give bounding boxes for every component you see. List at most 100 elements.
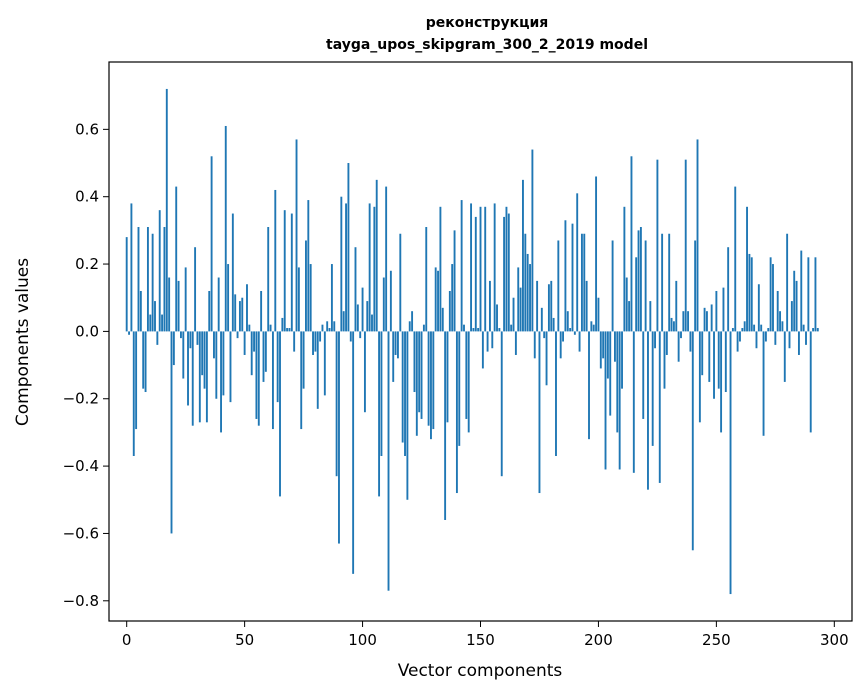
- bar: [576, 193, 579, 332]
- bar: [338, 331, 340, 544]
- bar: [637, 230, 640, 332]
- bar: [161, 314, 164, 332]
- bar: [368, 203, 371, 332]
- bar: [590, 321, 593, 332]
- bar: [555, 331, 557, 456]
- bar: [774, 331, 777, 345]
- bar: [722, 287, 725, 332]
- bar: [437, 270, 439, 332]
- bar: [628, 301, 631, 332]
- bar: [236, 331, 239, 339]
- bar: [698, 331, 701, 423]
- bar: [139, 290, 142, 332]
- bar: [149, 314, 152, 332]
- bar: [750, 257, 753, 332]
- bar: [328, 328, 331, 332]
- bar: [290, 213, 293, 332]
- bar: [375, 179, 378, 332]
- bar: [717, 331, 720, 389]
- bar: [731, 328, 734, 332]
- bar: [687, 311, 690, 332]
- bar: [448, 290, 451, 332]
- bar: [422, 324, 425, 332]
- bar: [210, 156, 213, 332]
- bar: [588, 331, 590, 440]
- bar: [215, 331, 218, 399]
- bar: [363, 331, 366, 413]
- bar: [203, 331, 206, 389]
- bar: [606, 331, 609, 379]
- bar: [616, 331, 619, 433]
- bar: [705, 311, 708, 332]
- bar: [470, 203, 473, 332]
- bar: [463, 324, 465, 332]
- bar: [135, 331, 138, 430]
- bar: [498, 328, 501, 332]
- y-tick-label: −0.6: [63, 524, 99, 542]
- bar: [255, 331, 258, 419]
- bar: [406, 331, 409, 500]
- bar: [198, 331, 201, 423]
- bar: [172, 331, 175, 366]
- bar: [444, 331, 447, 520]
- bar: [307, 200, 310, 332]
- bar: [656, 159, 659, 332]
- bar: [415, 331, 418, 436]
- bar: [418, 331, 421, 413]
- bar: [394, 331, 397, 355]
- bar: [154, 301, 156, 332]
- bar: [772, 264, 774, 332]
- bar: [779, 311, 782, 332]
- bar: [262, 331, 265, 382]
- bar: [484, 206, 487, 332]
- bar: [529, 264, 531, 332]
- bar: [505, 206, 508, 332]
- bar: [526, 253, 529, 332]
- bar: [453, 230, 456, 332]
- bar: [604, 331, 607, 470]
- bar-series: [125, 88, 819, 595]
- x-axis-ticks: 0 50 100 150 200 250 300: [122, 621, 849, 649]
- bar: [281, 317, 284, 332]
- bar: [213, 331, 215, 359]
- bar: [781, 321, 784, 332]
- bar: [305, 240, 307, 332]
- bar: [599, 331, 602, 369]
- bar: [330, 264, 333, 332]
- bar: [243, 331, 246, 355]
- bar: [352, 331, 355, 574]
- bar: [399, 233, 402, 332]
- bar: [220, 331, 222, 433]
- bar: [168, 277, 171, 332]
- bar: [359, 331, 362, 339]
- bar: [649, 301, 652, 332]
- bar: [790, 301, 793, 332]
- bar: [349, 331, 352, 342]
- y-axis-ticks: −0.8 −0.6 −0.4 −0.2 0.0 0.2 0.4 0.6: [63, 120, 109, 610]
- bar: [187, 331, 189, 406]
- bar: [524, 233, 527, 332]
- bar: [295, 139, 298, 332]
- bar: [361, 287, 364, 332]
- bar: [208, 290, 211, 332]
- bar: [580, 233, 583, 332]
- bar: [741, 328, 744, 332]
- bar: [793, 270, 796, 332]
- y-tick-label: 0.6: [75, 120, 99, 138]
- y-tick-label: 0.4: [75, 188, 99, 206]
- bar: [814, 257, 817, 332]
- bar: [743, 321, 746, 332]
- bar: [734, 186, 737, 332]
- bar: [682, 311, 685, 332]
- bar: [519, 287, 522, 332]
- bar: [533, 331, 536, 359]
- bar: [663, 331, 666, 389]
- bar: [522, 179, 524, 332]
- y-tick-label: 0.0: [75, 322, 99, 340]
- bar: [128, 331, 130, 335]
- bar: [180, 331, 182, 339]
- bar: [189, 331, 192, 349]
- bar: [300, 331, 303, 430]
- bar: [538, 331, 541, 494]
